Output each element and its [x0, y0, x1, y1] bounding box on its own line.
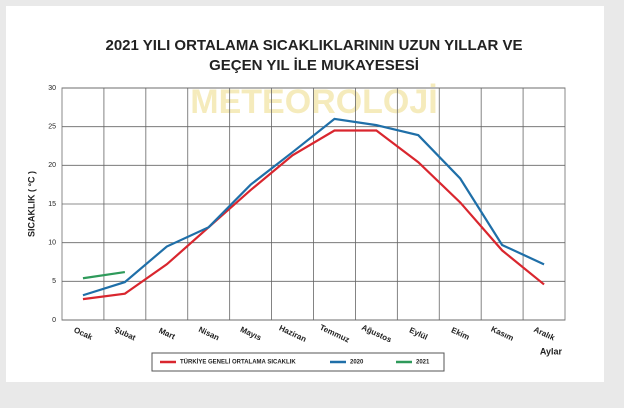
line-series: [82, 117, 545, 297]
x-axis-label: Aylar: [540, 346, 563, 356]
y-tick-label: 10: [48, 240, 56, 247]
y-axis-label: SICAKLIK ( °C ): [26, 171, 36, 237]
y-tick-label: 30: [48, 85, 56, 92]
y-tick-label: 15: [48, 201, 56, 208]
line-series: [82, 129, 545, 301]
legend-label: 2020: [350, 360, 364, 366]
legend-label: 2021: [416, 360, 430, 366]
line-series: [82, 270, 126, 280]
legend: TÜRKİYE GENELİ ORTALAMA SICAKLIK 2020 2021: [151, 352, 445, 372]
y-tick-label: 0: [52, 317, 56, 324]
y-tick-label: 20: [48, 162, 56, 169]
chart-title: 2021 YILI ORTALAMA SICAKLIKLARININ UZUN …: [106, 37, 523, 54]
y-tick-label: 5: [52, 278, 56, 285]
legend-box: [151, 352, 445, 372]
watermark: METEOROLOJİ: [190, 83, 437, 121]
chart-title: GEÇEN YIL İLE MUKAYESESİ: [209, 57, 419, 74]
y-tick-label: 25: [48, 124, 56, 131]
legend-label: TÜRKİYE GENELİ ORTALAMA SICAKLIK: [180, 359, 296, 366]
chart-background: [6, 6, 604, 382]
